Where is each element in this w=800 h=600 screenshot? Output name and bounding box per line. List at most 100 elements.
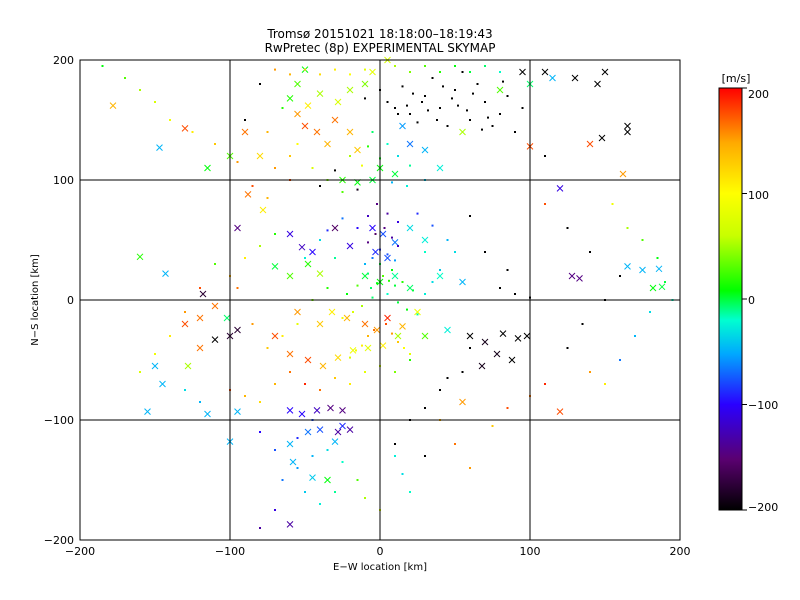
- scatter-dot-mark: [304, 68, 306, 71]
- scatter-cross-mark: [109, 102, 117, 109]
- scatter-cross-mark: [211, 302, 219, 310]
- scatter-dot-mark: [259, 83, 261, 85]
- scatter-dot-mark: [184, 389, 186, 391]
- scatter-dot-mark: [589, 251, 591, 253]
- scatter-cross-mark: [394, 332, 402, 340]
- scatter-cross-mark: [549, 74, 556, 82]
- scatter-dot-mark: [304, 383, 306, 385]
- scatter-dot-mark: [311, 455, 314, 457]
- scatter-dot-mark: [334, 491, 336, 493]
- scatter-dot-mark: [296, 467, 299, 469]
- scatter-dot-mark: [457, 104, 459, 107]
- scatter-dot-mark: [502, 80, 504, 83]
- scatter-cross-mark: [298, 243, 306, 251]
- scatter-dot-mark: [391, 269, 393, 271]
- scatter-cross-mark: [286, 95, 294, 102]
- scatter-dot-mark: [364, 497, 366, 499]
- scatter-dot-mark: [641, 239, 644, 241]
- scatter-cross-mark: [379, 230, 387, 238]
- scatter-cross-mark: [309, 474, 316, 481]
- scatter-cross-mark: [594, 80, 601, 88]
- scatter-dot-mark: [634, 335, 636, 337]
- scatter-dot-mark: [326, 229, 329, 232]
- scatter-dot-mark: [412, 92, 414, 95]
- scatter-dot-mark: [431, 281, 434, 283]
- scatter-dot-mark: [491, 125, 494, 127]
- scatter-cross-mark: [496, 86, 504, 94]
- scatter-cross-mark: [406, 140, 414, 148]
- scatter-cross-mark: [334, 428, 342, 436]
- scatter-cross-mark: [313, 128, 321, 136]
- scatter-dot-mark: [154, 101, 156, 103]
- scatter-dot-mark: [281, 107, 284, 109]
- scatter-dot-mark: [386, 143, 389, 145]
- scatter-dot-mark: [406, 308, 408, 311]
- scatter-cross-mark: [639, 266, 646, 274]
- scatter-cross-mark: [316, 270, 324, 277]
- scatter-dot-mark: [476, 83, 479, 85]
- scatter-dot-mark: [454, 89, 456, 91]
- scatter-dot-mark: [346, 293, 348, 295]
- scatter-dot-mark: [424, 251, 426, 253]
- scatter-dot-mark: [191, 131, 194, 133]
- scatter-cross-mark: [508, 356, 516, 364]
- scatter-dot-mark: [274, 68, 276, 71]
- colorbar: [718, 87, 743, 511]
- scatter-cross-mark: [294, 80, 301, 88]
- scatter-dot-mark: [364, 97, 366, 100]
- scatter-cross-mark: [459, 278, 466, 286]
- scatter-cross-mark: [493, 350, 501, 358]
- scatter-dot-mark: [311, 167, 314, 169]
- scatter-cross-mark: [331, 438, 339, 445]
- scatter-dot-mark: [367, 335, 369, 337]
- scatter-cross-mark: [223, 314, 231, 322]
- scatter-dot-mark: [416, 313, 419, 316]
- scatter-cross-mark: [421, 236, 429, 244]
- scatter-dot-mark: [139, 89, 141, 91]
- scatter-cross-mark: [459, 398, 466, 406]
- scatter-cross-mark: [304, 356, 312, 364]
- scatter-dot-mark: [394, 284, 396, 287]
- scatter-cross-mark: [414, 308, 421, 316]
- scatter-cross-mark: [156, 144, 163, 151]
- scatter-dot-mark: [274, 383, 276, 385]
- scatter-dot-mark: [259, 401, 261, 403]
- scatter-cross-mark: [444, 326, 451, 334]
- scatter-dot-mark: [409, 491, 411, 493]
- scatter-dot-mark: [461, 71, 464, 73]
- scatter-dot-mark: [319, 239, 321, 241]
- scatter-dot-mark: [352, 311, 354, 313]
- scatter-cross-mark: [384, 314, 391, 322]
- scatter-cross-mark: [328, 308, 336, 316]
- scatter-dot-mark: [266, 347, 269, 349]
- scatter-dot-mark: [401, 85, 404, 88]
- plot-frame: [79, 59, 681, 541]
- scatter-dot-mark: [371, 131, 374, 133]
- scatter-dot-mark: [386, 253, 389, 256]
- scatter-cross-mark: [271, 332, 279, 340]
- x-tick-label: −200: [65, 545, 95, 558]
- scatter-cross-mark: [556, 185, 564, 192]
- scatter-dot-mark: [446, 125, 449, 127]
- scatter-cross-mark: [481, 338, 489, 346]
- scatter-dot-mark: [296, 143, 299, 145]
- scatter-dot-mark: [367, 241, 369, 244]
- scatter-dot-mark: [424, 407, 426, 409]
- scatter-dot-mark: [259, 527, 261, 529]
- scatter-dot-mark: [394, 107, 396, 109]
- scatter-dot-mark: [521, 107, 524, 109]
- scatter-dot-mark: [376, 282, 378, 285]
- scatter-dot-mark: [244, 395, 246, 397]
- scatter-dot-mark: [274, 233, 276, 235]
- scatter-cross-mark: [346, 86, 354, 94]
- scatter-dot-mark: [289, 371, 291, 373]
- scatter-cross-mark: [343, 314, 351, 322]
- scatter-dot-mark: [436, 119, 438, 121]
- scatter-cross-mark: [598, 134, 606, 142]
- scatter-cross-mark: [399, 122, 406, 130]
- scatter-dot-mark: [409, 71, 411, 73]
- scatter-dot-mark: [451, 97, 453, 100]
- scatter-cross-mark: [373, 326, 381, 334]
- scatter-dot-mark: [409, 359, 411, 361]
- scatter-dot-mark: [394, 259, 396, 262]
